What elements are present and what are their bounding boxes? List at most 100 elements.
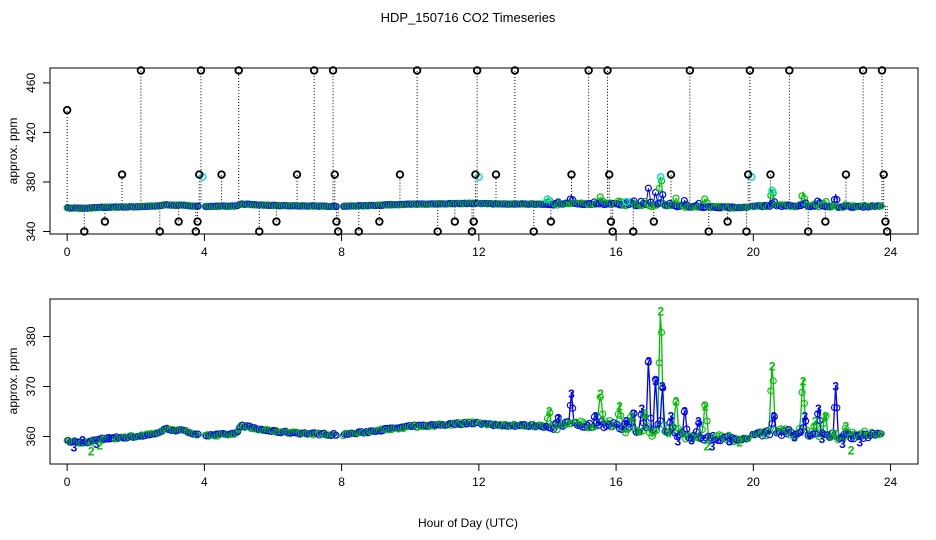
upper-spike-lines <box>66 70 888 232</box>
spike-point <box>395 170 405 179</box>
green-marker: 2 <box>657 305 664 319</box>
green-marker: 2 <box>704 440 711 454</box>
green-marker: 2 <box>628 410 635 424</box>
spike-point <box>450 217 460 226</box>
upper-blue-point <box>830 195 839 204</box>
lower-green-point <box>543 414 552 423</box>
spike-point <box>354 227 363 236</box>
spike-point <box>193 217 202 226</box>
spike-point <box>567 170 576 179</box>
spike-point <box>766 170 775 179</box>
blue-marker: 3 <box>554 412 561 426</box>
lower-blue-point <box>630 409 638 417</box>
spike-point <box>328 66 338 75</box>
upper-blue-point <box>651 188 660 197</box>
upper-green-point <box>657 177 666 185</box>
upper-blue-point <box>332 202 340 211</box>
lower-blue-point <box>651 375 660 383</box>
upper-y-axis: 340 380 420 460 <box>24 73 50 242</box>
spike-point <box>174 217 183 226</box>
spike-point <box>608 227 617 236</box>
y-tick-label: 380 <box>24 172 38 192</box>
x-axis-label: Hour of Day (UTC) <box>418 516 518 530</box>
lower-green-point <box>596 393 604 401</box>
lower-green-point <box>764 427 772 435</box>
lower-green-point <box>769 377 777 385</box>
lower-blue-point <box>683 425 691 433</box>
lower-green-point <box>701 401 709 409</box>
lower-green-point <box>672 398 680 406</box>
upper-cyan-point <box>656 173 665 181</box>
spike-point <box>882 227 892 236</box>
upper-green-point <box>672 194 680 202</box>
green-marker: 2 <box>642 407 649 421</box>
lower-plot-frame <box>49 298 919 465</box>
lower-green-point <box>193 431 201 439</box>
upper-blue-point <box>833 196 841 204</box>
spike-point <box>605 170 614 179</box>
spike-point <box>309 66 319 75</box>
blue-marker: 3 <box>839 437 846 451</box>
spike-point <box>330 170 339 179</box>
lower-blue-point <box>833 404 841 412</box>
blue-marker: 3 <box>623 415 630 429</box>
x-tick-label: 16 <box>609 475 623 489</box>
blue-marker: 3 <box>105 432 112 446</box>
spike-point <box>333 227 343 236</box>
spike-point <box>491 170 501 179</box>
upper-blue-point <box>644 184 652 192</box>
spike-point <box>467 227 477 236</box>
x-tick-label: 4 <box>201 475 208 489</box>
lower-green-point <box>877 430 885 438</box>
lower-green-point <box>800 399 808 407</box>
lower-green-point <box>641 411 649 419</box>
lower-green-point <box>820 419 828 428</box>
lower-x-axis: 0 4 8 12 16 20 24 <box>64 464 898 489</box>
spike-point <box>546 217 556 226</box>
spike-point <box>629 227 638 236</box>
spike-point <box>472 66 482 75</box>
blue-marker: 3 <box>674 435 681 449</box>
lower-y-axis-label: approx. ppm <box>6 348 20 415</box>
spike-point <box>100 217 110 226</box>
spike-point <box>649 217 659 226</box>
x-tick-label: 20 <box>747 475 761 489</box>
lower-green-point <box>629 416 637 424</box>
blue-marker: 3 <box>79 434 86 448</box>
x-tick-label: 12 <box>472 475 486 489</box>
lower-blue-point <box>637 411 645 419</box>
blue-marker: 3 <box>709 440 716 454</box>
lower-blue-point <box>644 358 652 366</box>
spike-point <box>433 227 442 236</box>
spike-point <box>584 66 593 75</box>
lower-green-point <box>546 409 554 417</box>
lower-green-point <box>290 428 298 436</box>
lower-green-point <box>612 421 620 429</box>
lower-green-point <box>594 413 602 421</box>
green-marker: 2 <box>848 444 855 458</box>
lower-blue-point <box>656 417 664 425</box>
green-marker: 2 <box>88 445 95 459</box>
blue-marker: 3 <box>681 405 688 419</box>
lower-blue-point <box>814 410 822 418</box>
blue-marker: 3 <box>638 402 645 416</box>
y-tick-label: 460 <box>24 73 38 93</box>
spike-point <box>80 227 89 236</box>
green-marker: 2 <box>673 395 680 409</box>
lower-blue-point <box>647 414 655 422</box>
upper-cyan-point <box>622 197 631 206</box>
lower-green-point <box>812 421 820 430</box>
blue-marker: 3 <box>791 431 798 445</box>
upper-cyan-point <box>768 186 777 195</box>
blue-marker: 3 <box>688 434 695 448</box>
spike-point <box>742 227 751 236</box>
spike-point <box>704 227 713 236</box>
upper-cyan-point <box>543 195 552 204</box>
lower-blue-point <box>695 419 703 427</box>
x-tick-label: 12 <box>472 245 486 259</box>
blue-marker: 3 <box>652 375 659 389</box>
upper-x-axis: 0 4 8 12 16 20 24 <box>64 234 898 259</box>
x-tick-label: 8 <box>338 245 345 259</box>
